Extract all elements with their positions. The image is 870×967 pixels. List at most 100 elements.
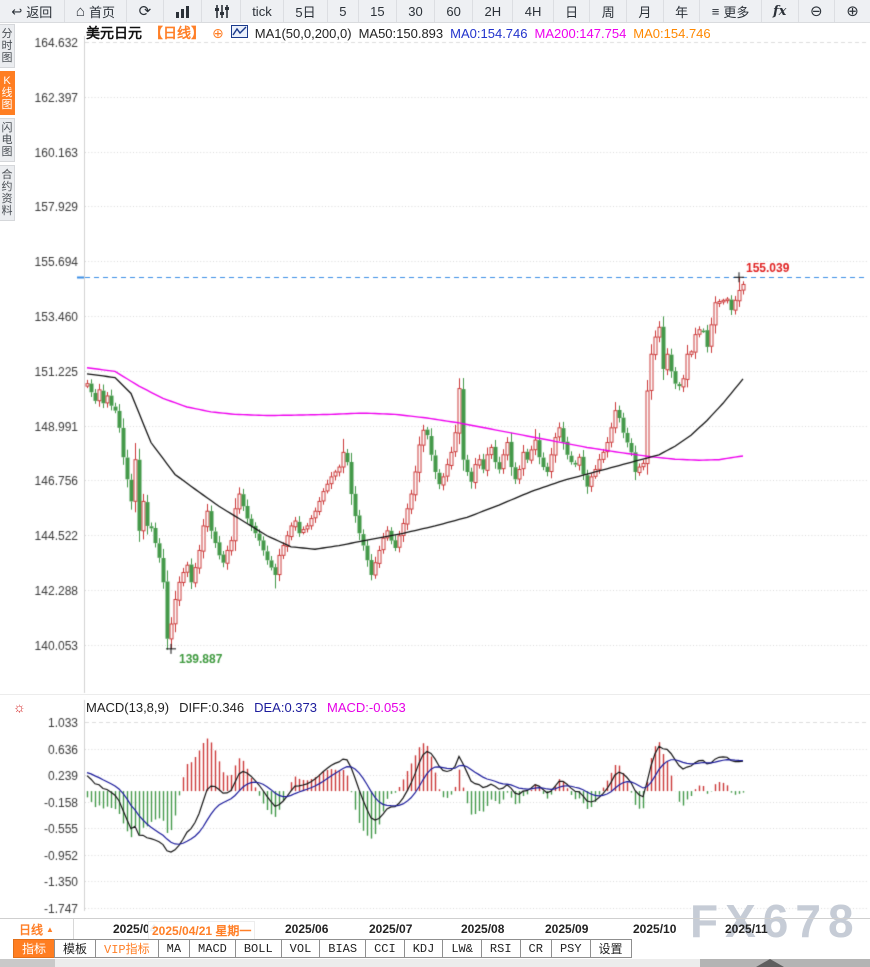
tab-kdj[interactable]: KDJ (403, 939, 444, 958)
tab-lw[interactable]: LW& (442, 939, 482, 958)
x-axis-label-aug: 2025/08 (461, 922, 505, 936)
chart-header: 美元日元 【日线】 ⊕ MA1(50,0,200,0) MA50:150.893… (86, 23, 711, 43)
macd-value: MACD:-0.053 (326, 700, 406, 715)
tab-bias[interactable]: BIAS (319, 939, 367, 958)
period-label: 年 (675, 4, 689, 20)
tab-psy[interactable]: PSY (550, 939, 591, 958)
tab-settings[interactable]: 设置 (589, 939, 632, 958)
horizontal-scrollbar[interactable] (0, 959, 870, 967)
main-chart-canvas[interactable] (0, 22, 870, 695)
dea-value: DEA:0.373 (254, 700, 317, 715)
period-selector-label: 日线 (19, 922, 44, 937)
zoom-out-button[interactable]: ⊖ (799, 0, 835, 22)
period-2h-button[interactable]: 2H (473, 0, 514, 22)
period-60min-button[interactable]: 60 (435, 0, 474, 22)
indicator-tab-bar: 指标 模板 VIP指标 MA MACD BOLL VOL BIAS CCI KD… (13, 939, 632, 958)
period-30min-button[interactable]: 30 (397, 0, 436, 22)
period-tick-button[interactable]: tick (241, 0, 285, 22)
sidebar-tab-kline-chart[interactable]: K线图 (0, 71, 15, 115)
period-label: 2H (484, 3, 502, 19)
fx-icon: fx (773, 3, 787, 19)
tab-indicator[interactable]: 指标 (13, 939, 56, 958)
scrollbar-left-block[interactable] (0, 959, 55, 967)
home-icon: ⌂ (75, 2, 85, 20)
zoom-out-icon: ⊖ (810, 2, 823, 20)
back-button[interactable]: ↩ 返回 (0, 0, 65, 22)
period-label: 60 (446, 3, 461, 19)
period-tag: 【日线】 (149, 25, 205, 41)
ma50-value: MA50:150.893 (358, 25, 444, 41)
back-arrow-icon: ↩ (11, 3, 23, 19)
more-button[interactable]: ≡ 更多 (700, 0, 762, 22)
period-day-button[interactable]: 日 (554, 0, 591, 22)
diff-value: DIFF:0.346 (179, 700, 245, 715)
indicator-gear-icon[interactable]: ☼ (13, 699, 26, 715)
ma200-value: MA200:147.754 (534, 25, 627, 41)
scrollbar-thumb[interactable] (700, 959, 870, 967)
period-label: 5日 (295, 4, 316, 20)
period-label: 4H (524, 3, 542, 19)
indicator-settings-button[interactable] (202, 0, 241, 22)
x-axis-label-jul: 2025/07 (369, 922, 413, 936)
x-axis-label-apr: 2025/04 (113, 922, 157, 936)
tab-rsi[interactable]: RSI (480, 939, 521, 958)
ma0-blue-value: MA0:154.746 (450, 25, 528, 41)
refresh-icon: ⟳ (138, 2, 152, 20)
period-5day-button[interactable]: 5日 (284, 0, 328, 22)
tab-macd[interactable]: MACD (189, 939, 236, 958)
sidebar-tab-lightning-chart[interactable]: 闪电图 (0, 118, 15, 162)
home-label: 首页 (88, 4, 115, 20)
more-label: 更多 (723, 4, 750, 20)
x-axis-label-jun: 2025/06 (285, 922, 329, 936)
tab-vol[interactable]: VOL (280, 939, 321, 958)
menu-icon: ≡ (711, 3, 720, 19)
period-year-button[interactable]: 年 (664, 0, 701, 22)
refresh-button[interactable]: ⟳ (127, 0, 164, 22)
home-button[interactable]: ⌂ 首页 (65, 0, 128, 22)
pane-divider (0, 694, 870, 695)
formula-button[interactable]: fx (762, 0, 799, 22)
period-5min-button[interactable]: 5 (328, 0, 359, 22)
period-label: 日 (565, 4, 579, 20)
sidebar-tab-time-chart[interactable]: 分时图 (0, 24, 15, 68)
tab-cr[interactable]: CR (519, 939, 552, 958)
tab-template[interactable]: 模板 (54, 939, 97, 958)
tab-cci[interactable]: CCI (365, 939, 405, 958)
tick-label: tick (252, 3, 272, 19)
bar-chart-icon (175, 5, 190, 18)
zoom-in-button[interactable]: ⊕ (835, 0, 870, 22)
x-axis-selected-date: 2025/04/21 星期一 (148, 921, 256, 940)
tab-ma[interactable]: MA (157, 939, 191, 958)
macd-header: MACD(13,8,9) DIFF:0.346 DEA:0.373 MACD:-… (86, 700, 406, 715)
tab-vip-indicator[interactable]: VIP指标 (95, 939, 159, 958)
top-toolbar: ↩ 返回 ⌂ 首页 ⟳ tick 5日 5 15 30 60 2H 4H 日 周 (0, 0, 870, 23)
period-month-button[interactable]: 月 (627, 0, 664, 22)
x-axis-label-nov: 2025/11 (725, 922, 768, 936)
chart-type-sidebar: 分时图 K线图 闪电图 合约资料 (0, 24, 15, 224)
expand-panel-handle[interactable] (756, 959, 784, 967)
ma-formula: MA1(50,0,200,0) (254, 25, 352, 41)
ma0-orange-value: MA0:154.746 (633, 25, 711, 41)
mini-chart-icon[interactable] (230, 25, 248, 41)
symbol-name: 美元日元 (86, 25, 142, 41)
x-axis-strip: 日线 ▲ 2025/04 2025/04/21 星期一 2025/06 2025… (0, 918, 870, 940)
period-selector[interactable]: 日线 ▲ (0, 919, 74, 939)
period-label: 30 (408, 3, 423, 19)
period-15min-button[interactable]: 15 (359, 0, 397, 22)
sidebar-tab-contract-info[interactable]: 合约资料 (0, 165, 15, 221)
add-indicator-icon[interactable]: ⊕ (212, 24, 224, 41)
zoom-in-icon: ⊕ (846, 2, 859, 20)
tab-boll[interactable]: BOLL (234, 939, 282, 958)
period-week-button[interactable]: 周 (590, 0, 628, 22)
chart-type-button[interactable] (164, 0, 203, 22)
period-label: 15 (370, 3, 385, 19)
macd-chart-canvas[interactable] (0, 695, 870, 917)
period-label: 5 (339, 3, 347, 19)
back-label: 返回 (26, 4, 53, 20)
period-label: 周 (601, 4, 615, 20)
x-axis-label-sep: 2025/09 (545, 922, 589, 936)
period-4h-button[interactable]: 4H (513, 0, 554, 22)
macd-formula: MACD(13,8,9) (86, 700, 170, 715)
x-axis-label-oct: 2025/10 (633, 922, 677, 936)
